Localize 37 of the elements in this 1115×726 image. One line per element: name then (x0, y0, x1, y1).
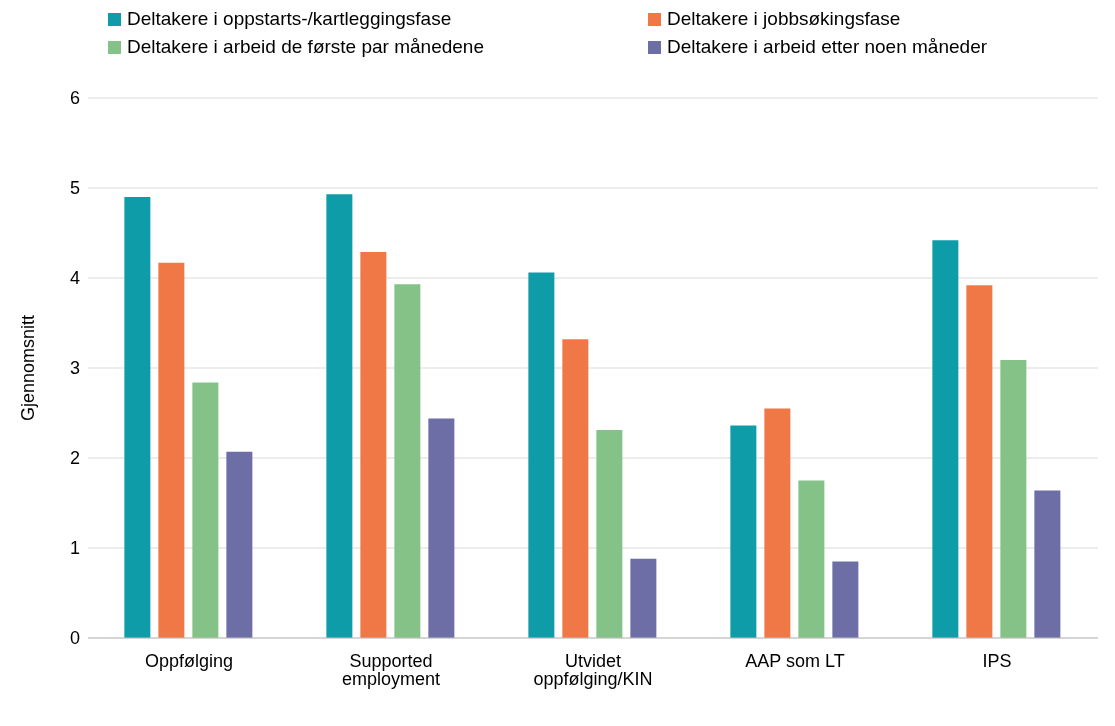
legend-label: Deltakere i arbeid etter noen måneder (667, 36, 988, 58)
bar (798, 480, 825, 638)
bar (326, 194, 353, 638)
x-tick-label: AAP som LT (745, 650, 845, 671)
bar (158, 262, 185, 638)
y-tick-label: 6 (69, 88, 80, 109)
y-tick-label: 4 (69, 268, 80, 289)
x-tick-label: IPS (982, 650, 1012, 671)
bar (528, 272, 555, 638)
bar (394, 284, 421, 638)
legend-label: Deltakere i jobbsøkingsfase (667, 8, 901, 30)
bar (932, 240, 959, 638)
bar (1034, 490, 1061, 638)
bar (764, 408, 791, 638)
bar (630, 558, 657, 638)
y-tick-label: 1 (69, 538, 80, 559)
bar (124, 197, 151, 638)
x-tick-label: Oppfølging (144, 650, 234, 671)
bar (596, 430, 623, 638)
bar (428, 418, 455, 638)
legend-label: Deltakere i oppstarts-/kartleggingsfase (127, 8, 452, 30)
bar (360, 251, 387, 638)
legend-label: Deltakere i arbeid de første par månedene (127, 36, 484, 58)
x-tick-label: Utvidet oppfølging/KIN (533, 650, 653, 689)
bar (730, 425, 757, 638)
bar (226, 451, 253, 638)
y-tick-label: 0 (69, 628, 80, 649)
y-axis-title: Gjennomsnitt (18, 314, 39, 422)
x-tick-label: Supported employment (341, 650, 441, 689)
y-tick-label: 2 (69, 448, 80, 469)
bar (1000, 359, 1027, 638)
y-tick-label: 5 (69, 178, 80, 199)
bar (966, 285, 993, 638)
bar (192, 382, 219, 638)
bar (562, 339, 589, 638)
y-tick-label: 3 (69, 358, 80, 379)
bar (832, 561, 859, 638)
